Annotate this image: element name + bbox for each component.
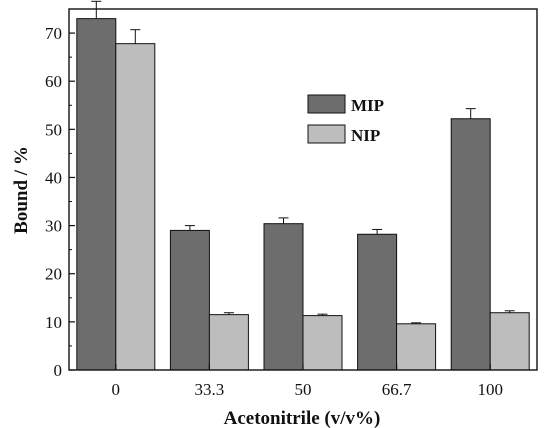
legend-swatch-nip: [307, 124, 346, 144]
x-tick-label-4: 100: [477, 380, 503, 399]
legend-label-mip: MIP: [351, 96, 384, 115]
x-tick-label-0: 0: [112, 380, 121, 399]
y-tick-label-0: 0: [54, 361, 63, 380]
bar-mip-0: [76, 18, 117, 371]
x-tick-label-3: 66.7: [382, 380, 412, 399]
bar-mip-3: [357, 233, 398, 371]
y-tick-label-70: 70: [45, 24, 62, 43]
legend-label-nip: NIP: [351, 126, 380, 145]
x-tick-label-1: 33.3: [195, 380, 225, 399]
bar-nip-2: [302, 315, 343, 371]
bar-nip-0: [115, 43, 156, 371]
y-tick-label-20: 20: [45, 265, 62, 284]
bars-group: [76, 18, 530, 371]
y-tick-label-60: 60: [45, 72, 62, 91]
bar-nip-3: [396, 323, 437, 371]
x-axis-title: Acetonitrile (v/v%): [224, 408, 381, 428]
y-tick-label-40: 40: [45, 168, 62, 187]
legend: MIP NIP: [307, 94, 384, 145]
legend-swatch-mip: [307, 94, 346, 114]
bar-mip-2: [263, 223, 304, 371]
x-tick-label-2: 50: [295, 380, 312, 399]
bar-mip-1: [169, 229, 210, 371]
bar-mip-4: [450, 118, 491, 371]
bar-nip-1: [208, 314, 249, 371]
y-tick-label-50: 50: [45, 120, 62, 139]
y-axis-title: Bound / %: [11, 146, 32, 234]
bar-nip-4: [489, 312, 530, 371]
x-axis: 0 33.3 50 66.7 100: [112, 364, 503, 399]
y-tick-label-30: 30: [45, 217, 62, 236]
y-tick-label-10: 10: [45, 313, 62, 332]
y-axis: 0 10 20 30 40 50 60 70: [45, 8, 75, 380]
error-bars-group: [91, 0, 515, 324]
